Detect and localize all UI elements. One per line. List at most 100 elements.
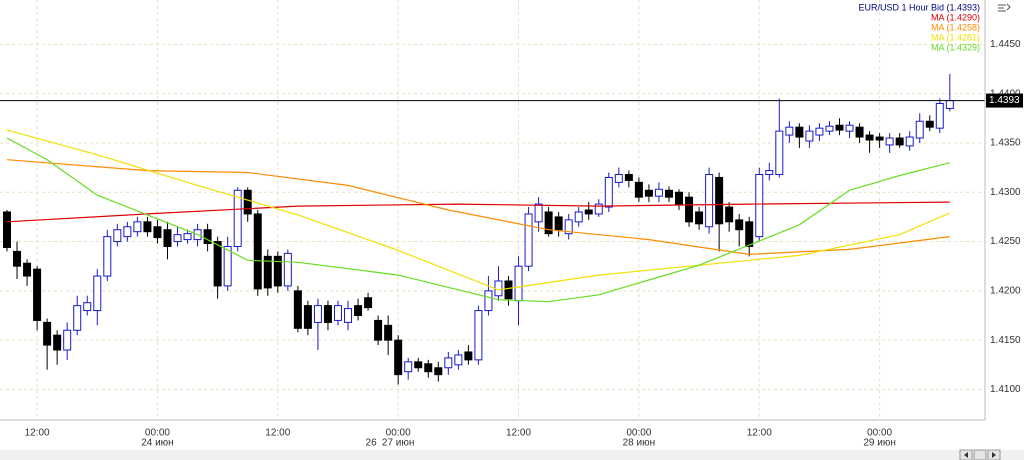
candle-body	[243, 189, 252, 215]
candle-body	[795, 126, 804, 138]
legend-entry: MA (1.4290)	[931, 12, 980, 22]
last-price-box	[986, 93, 1023, 108]
candle-body	[624, 174, 633, 181]
candle-body	[293, 290, 302, 329]
candle-body	[364, 297, 373, 309]
candle-body	[544, 211, 553, 235]
x-tick-label: 00:00	[145, 428, 170, 439]
x-date-label: 28 июн	[623, 438, 656, 449]
candle-body	[464, 351, 473, 361]
candle-body	[705, 174, 714, 228]
icon[interactable]	[998, 3, 1011, 12]
candle-body	[654, 188, 663, 197]
candle-body	[644, 189, 653, 197]
candle-body	[404, 361, 413, 373]
legend-entry: MA (1.4258)	[931, 22, 980, 32]
chart-title: EUR/USD 1 Hour Bid (1.4393)	[858, 2, 980, 12]
candle-body	[695, 211, 704, 225]
candle-body	[785, 126, 794, 136]
candle-body	[715, 176, 724, 225]
last-price-label: 1.4393	[989, 95, 1020, 106]
legend-entry: MA (1.4281)	[931, 32, 980, 42]
x-date-label: 29 июн	[863, 438, 896, 449]
x-tick-label: 12:00	[747, 428, 772, 439]
candle-body	[153, 226, 162, 239]
y-tick-label: 1.4250	[990, 236, 1021, 247]
x-tick-label: 12:00	[265, 428, 290, 439]
candle-body	[805, 130, 814, 142]
x-tick-label: 12:00	[506, 428, 531, 439]
candle-body	[303, 305, 312, 329]
candle-body	[865, 134, 874, 141]
candle-body	[263, 255, 272, 289]
y-tick-label: 1.4350	[990, 138, 1021, 149]
marks	[0, 73, 985, 385]
candle-body	[614, 174, 623, 183]
candle-body	[143, 221, 152, 233]
candle-body	[564, 219, 573, 235]
candle-body	[745, 221, 754, 247]
candle-body	[354, 305, 363, 316]
candle-body	[935, 103, 944, 129]
legend-entry: MA (1.4329)	[931, 42, 980, 52]
x-tick-label: 00:00	[867, 428, 892, 439]
candle-body	[504, 280, 513, 300]
candle-body	[183, 233, 192, 241]
candle-body	[524, 213, 533, 267]
scroll-thumb[interactable]	[973, 449, 987, 460]
candle-body	[534, 203, 543, 223]
x-date-label: 24 июн	[141, 438, 174, 449]
candle-body	[444, 357, 453, 369]
candle-body	[33, 268, 42, 321]
candle-body	[685, 196, 694, 223]
candle-body	[755, 174, 764, 238]
arrow-left[interactable]	[964, 452, 968, 458]
x-tick-label: 12:00	[25, 428, 50, 439]
scroll-track[interactable]	[0, 450, 1024, 460]
candle-body	[213, 241, 222, 287]
candle-body	[73, 305, 82, 331]
toolbar-icon[interactable]	[996, 2, 1011, 13]
y-tick-label: 1.4150	[990, 335, 1021, 346]
candle-body	[233, 189, 242, 247]
x-date-label: 27 июн	[382, 438, 415, 449]
candle-body	[103, 236, 112, 277]
candle-body	[765, 170, 774, 176]
candle-body	[273, 255, 282, 287]
candle-body	[554, 216, 563, 231]
candle-body	[725, 206, 734, 223]
candle-body	[604, 176, 613, 208]
candle-body	[374, 319, 383, 341]
candle-body	[584, 209, 593, 215]
candle-body	[434, 367, 443, 376]
candle-body	[163, 229, 172, 247]
candle-body	[915, 120, 924, 139]
candle-body	[173, 234, 182, 243]
candle-body	[113, 229, 122, 243]
candle-body	[344, 308, 353, 323]
candle-body	[775, 130, 784, 176]
y-tick-label: 1.4300	[990, 187, 1021, 198]
candle-body	[83, 302, 92, 312]
ma-line	[6, 137, 950, 303]
candle-body	[885, 137, 894, 146]
arrow-right[interactable]	[992, 452, 996, 458]
candle-body	[313, 305, 322, 323]
candle-body	[454, 354, 463, 366]
candle-body	[594, 203, 603, 215]
candle-body	[664, 189, 673, 198]
candle-body	[13, 250, 22, 267]
candle-body	[875, 136, 884, 141]
candle-body	[53, 334, 62, 351]
ma-line	[6, 159, 950, 256]
candle-body	[333, 305, 342, 321]
candle-body	[845, 124, 854, 132]
scrollbar[interactable]	[0, 449, 1024, 460]
candle-body	[133, 221, 142, 233]
candle-body	[474, 310, 483, 361]
candle-body	[835, 124, 844, 131]
candle-body	[283, 252, 292, 287]
candle-body	[414, 361, 423, 369]
y-tick-label: 1.4450	[990, 39, 1021, 50]
